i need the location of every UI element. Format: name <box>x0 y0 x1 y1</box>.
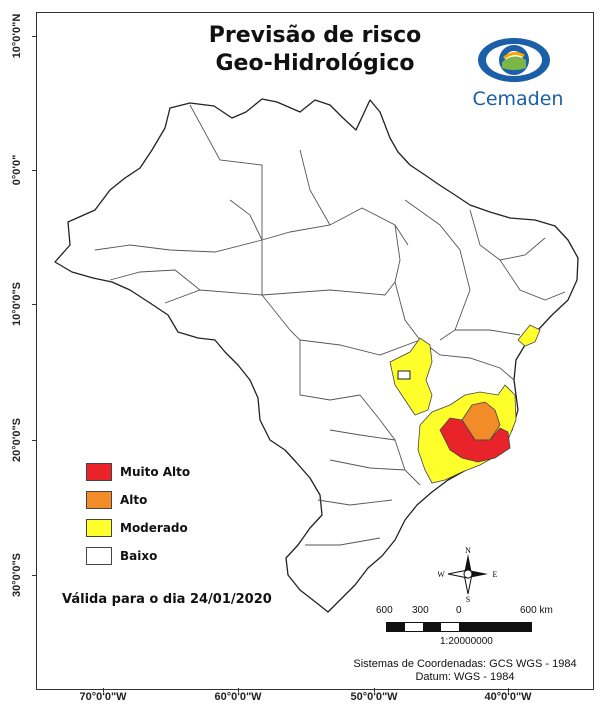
compass-e: E <box>493 570 498 579</box>
brazil-outline <box>54 98 579 613</box>
legend-label: Alto <box>120 493 148 507</box>
legend-swatch <box>86 547 112 565</box>
legend-item-muito-alto: Muito Alto <box>86 458 190 486</box>
scale-ratio: 1:20000000 <box>440 636 493 647</box>
crs-line-2: Datum: WGS - 1984 <box>415 671 515 683</box>
compass-s: S <box>466 595 470 602</box>
compass-w: W <box>438 570 445 579</box>
eye-logo-icon <box>478 38 550 82</box>
logo-text: Cemaden <box>472 88 564 110</box>
lon-label-40w: 40°0'0"W <box>484 691 532 703</box>
legend: Muito Alto Alto Moderado Baixo <box>86 458 190 570</box>
legend-swatch <box>86 519 112 537</box>
legend-swatch <box>86 463 112 481</box>
legend-item-alto: Alto <box>86 486 190 514</box>
risk-muito-alto <box>439 417 511 463</box>
risk-moderado-ba <box>517 324 541 347</box>
legend-item-baixo: Baixo <box>86 542 190 570</box>
lon-label-70w: 70°0'0"W <box>79 691 127 703</box>
legend-swatch <box>86 491 112 509</box>
validity-text: Válida para o dia 24/01/2020 <box>62 592 272 607</box>
compass-rose-icon: N S W E <box>438 546 498 602</box>
scale-bar <box>386 622 532 632</box>
title-line-1: Previsão de risco <box>208 23 422 48</box>
scale-label: 0 <box>456 605 462 616</box>
risk-moderado-mt-go <box>389 337 433 416</box>
legend-item-moderado: Moderado <box>86 514 190 542</box>
coordinate-system: Sistemas de Coordenadas: GCS WGS - 1984 … <box>345 658 585 684</box>
scale-label: 600 <box>376 605 393 616</box>
lon-label-60w: 60°0'0"W <box>214 691 262 703</box>
compass-n: N <box>465 546 471 555</box>
crs-line-1: Sistemas de Coordenadas: GCS WGS - 1984 <box>353 658 577 670</box>
title-line-2: Geo-Hidrológico <box>215 51 415 76</box>
scale-label: 300 <box>412 605 429 616</box>
legend-label: Baixo <box>120 549 158 563</box>
legend-label: Moderado <box>120 521 188 535</box>
state-boundaries <box>94 104 566 546</box>
lon-label-50w: 50°0'0"W <box>350 691 398 703</box>
map-title: Previsão de risco Geo-Hidrológico <box>175 22 455 78</box>
df-marker <box>397 370 411 380</box>
scale-label: 600 km <box>520 605 553 616</box>
legend-label: Muito Alto <box>120 465 191 479</box>
scale-labels: 600 300 0 600 km <box>370 605 553 619</box>
